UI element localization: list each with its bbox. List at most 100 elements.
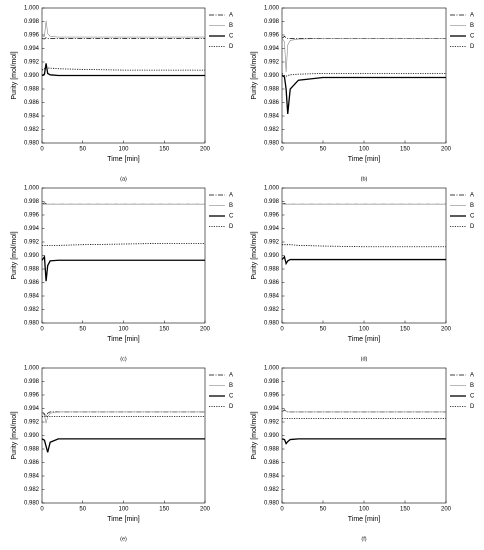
- legend-label: C: [470, 34, 475, 40]
- y-tick-label: 0.996: [24, 213, 40, 219]
- legend-label: B: [229, 23, 233, 29]
- y-tick-label: 0.982: [264, 487, 280, 493]
- y-tick-label: 0.980: [264, 141, 280, 147]
- y-axis-label: Purity [mol/mol]: [11, 231, 18, 279]
- y-tick-label: 0.984: [24, 114, 40, 120]
- y-tick-label: 1.000: [24, 6, 40, 12]
- series-line: [281, 73, 446, 77]
- x-tick-label: 100: [359, 147, 370, 153]
- y-tick-label: 0.998: [24, 19, 40, 25]
- y-tick-label: 0.980: [24, 501, 40, 507]
- y-tick-label: 0.980: [264, 501, 280, 507]
- y-tick-label: 0.986: [24, 100, 40, 106]
- series-line: [281, 255, 446, 266]
- y-tick-label: 0.990: [24, 433, 40, 439]
- y-tick-label: 0.992: [264, 420, 280, 426]
- series-line: [282, 244, 446, 248]
- series-line: [41, 411, 205, 418]
- x-tick-label: 50: [320, 147, 327, 153]
- x-tick-label: 200: [200, 327, 211, 333]
- legend-label: A: [229, 373, 233, 379]
- x-tick-label: 150: [159, 507, 170, 513]
- legend-label: B: [470, 203, 474, 209]
- plot-frame: [281, 187, 447, 324]
- legend-label: D: [470, 224, 475, 230]
- y-tick-label: 1.000: [264, 366, 280, 372]
- plot-frame: [41, 367, 206, 504]
- x-tick-label: 200: [441, 507, 452, 513]
- y-tick-label: 0.996: [24, 393, 40, 399]
- y-tick-label: 0.984: [264, 474, 280, 480]
- y-tick-label: 0.986: [24, 280, 40, 286]
- x-tick-label: 150: [159, 147, 170, 153]
- y-tick-label: 1.000: [264, 186, 280, 192]
- y-tick-label: 0.980: [264, 321, 280, 327]
- x-tick-label: 50: [320, 507, 327, 513]
- legend-label: B: [470, 383, 474, 389]
- y-tick-label: 0.998: [24, 199, 40, 205]
- y-tick-label: 0.992: [24, 240, 40, 246]
- series-line: [281, 38, 446, 73]
- y-tick-label: 0.982: [24, 487, 40, 493]
- legend-label: B: [229, 203, 233, 209]
- legend-label: C: [470, 394, 475, 400]
- series-line: [41, 438, 205, 453]
- x-tick-label: 200: [200, 147, 211, 153]
- caption: (f): [361, 536, 366, 542]
- x-tick-label: 50: [79, 327, 86, 333]
- plot-frame: [281, 7, 447, 144]
- caption: (b): [361, 176, 368, 182]
- y-tick-label: 0.994: [264, 406, 280, 412]
- y-tick-label: 0.990: [24, 253, 40, 259]
- y-tick-label: 0.980: [24, 321, 40, 327]
- y-tick-label: 0.986: [264, 460, 280, 466]
- panel: 0.980 0.982 0.984 0.986 0.988 0.990 0.992 0.994…: [251, 6, 475, 183]
- y-tick-label: 0.998: [24, 379, 40, 385]
- y-tick-label: 0.988: [264, 447, 280, 453]
- x-tick-label: 0: [40, 507, 44, 513]
- caption: (a): [120, 176, 127, 182]
- x-tick-label: 0: [40, 327, 44, 333]
- x-tick-label: 100: [118, 507, 129, 513]
- y-axis-label: Purity [mol/mol]: [11, 411, 18, 459]
- series-line: [41, 20, 205, 38]
- legend-label: D: [229, 44, 234, 50]
- y-tick-label: 0.982: [264, 307, 280, 313]
- panel: 0.980 0.982 0.984 0.986 0.988 0.990 0.992 0.994…: [11, 366, 234, 543]
- y-tick-label: 0.996: [264, 393, 280, 399]
- series-line: [41, 255, 205, 282]
- panel: 0.980 0.982 0.984 0.986 0.988 0.990 0.992 0.994…: [251, 366, 475, 543]
- y-tick-label: 0.994: [24, 46, 40, 52]
- y-tick-label: 0.992: [264, 60, 280, 66]
- y-tick-label: 0.984: [264, 114, 280, 120]
- legend-label: D: [229, 404, 234, 410]
- y-tick-label: 0.998: [264, 379, 280, 385]
- legend-label: C: [229, 214, 234, 220]
- x-tick-label: 50: [79, 147, 86, 153]
- x-tick-label: 0: [280, 327, 284, 333]
- y-tick-label: 0.998: [264, 19, 280, 25]
- series-line: [281, 74, 446, 115]
- y-tick-label: 0.986: [24, 460, 40, 466]
- y-tick-label: 0.994: [264, 226, 280, 232]
- legend-label: C: [229, 34, 234, 40]
- legend-label: A: [229, 13, 233, 19]
- y-tick-label: 0.986: [264, 280, 280, 286]
- series-line: [42, 242, 205, 246]
- legend-label: A: [470, 13, 474, 19]
- series-line: [281, 410, 446, 413]
- x-axis-label: Time [min]: [107, 336, 139, 343]
- y-tick-label: 1.000: [264, 6, 280, 12]
- y-axis-label: Purity [mol/mol]: [251, 231, 258, 279]
- y-tick-label: 0.990: [264, 433, 280, 439]
- legend-label: A: [229, 193, 233, 199]
- x-axis-label: Time [min]: [348, 516, 380, 523]
- x-tick-label: 200: [441, 147, 452, 153]
- x-axis-label: Time [min]: [348, 156, 380, 163]
- x-axis-label: Time [min]: [107, 156, 139, 163]
- x-tick-label: 100: [118, 147, 129, 153]
- y-tick-label: 0.990: [24, 73, 40, 79]
- y-tick-label: 1.000: [24, 186, 40, 192]
- y-tick-label: 0.994: [24, 226, 40, 232]
